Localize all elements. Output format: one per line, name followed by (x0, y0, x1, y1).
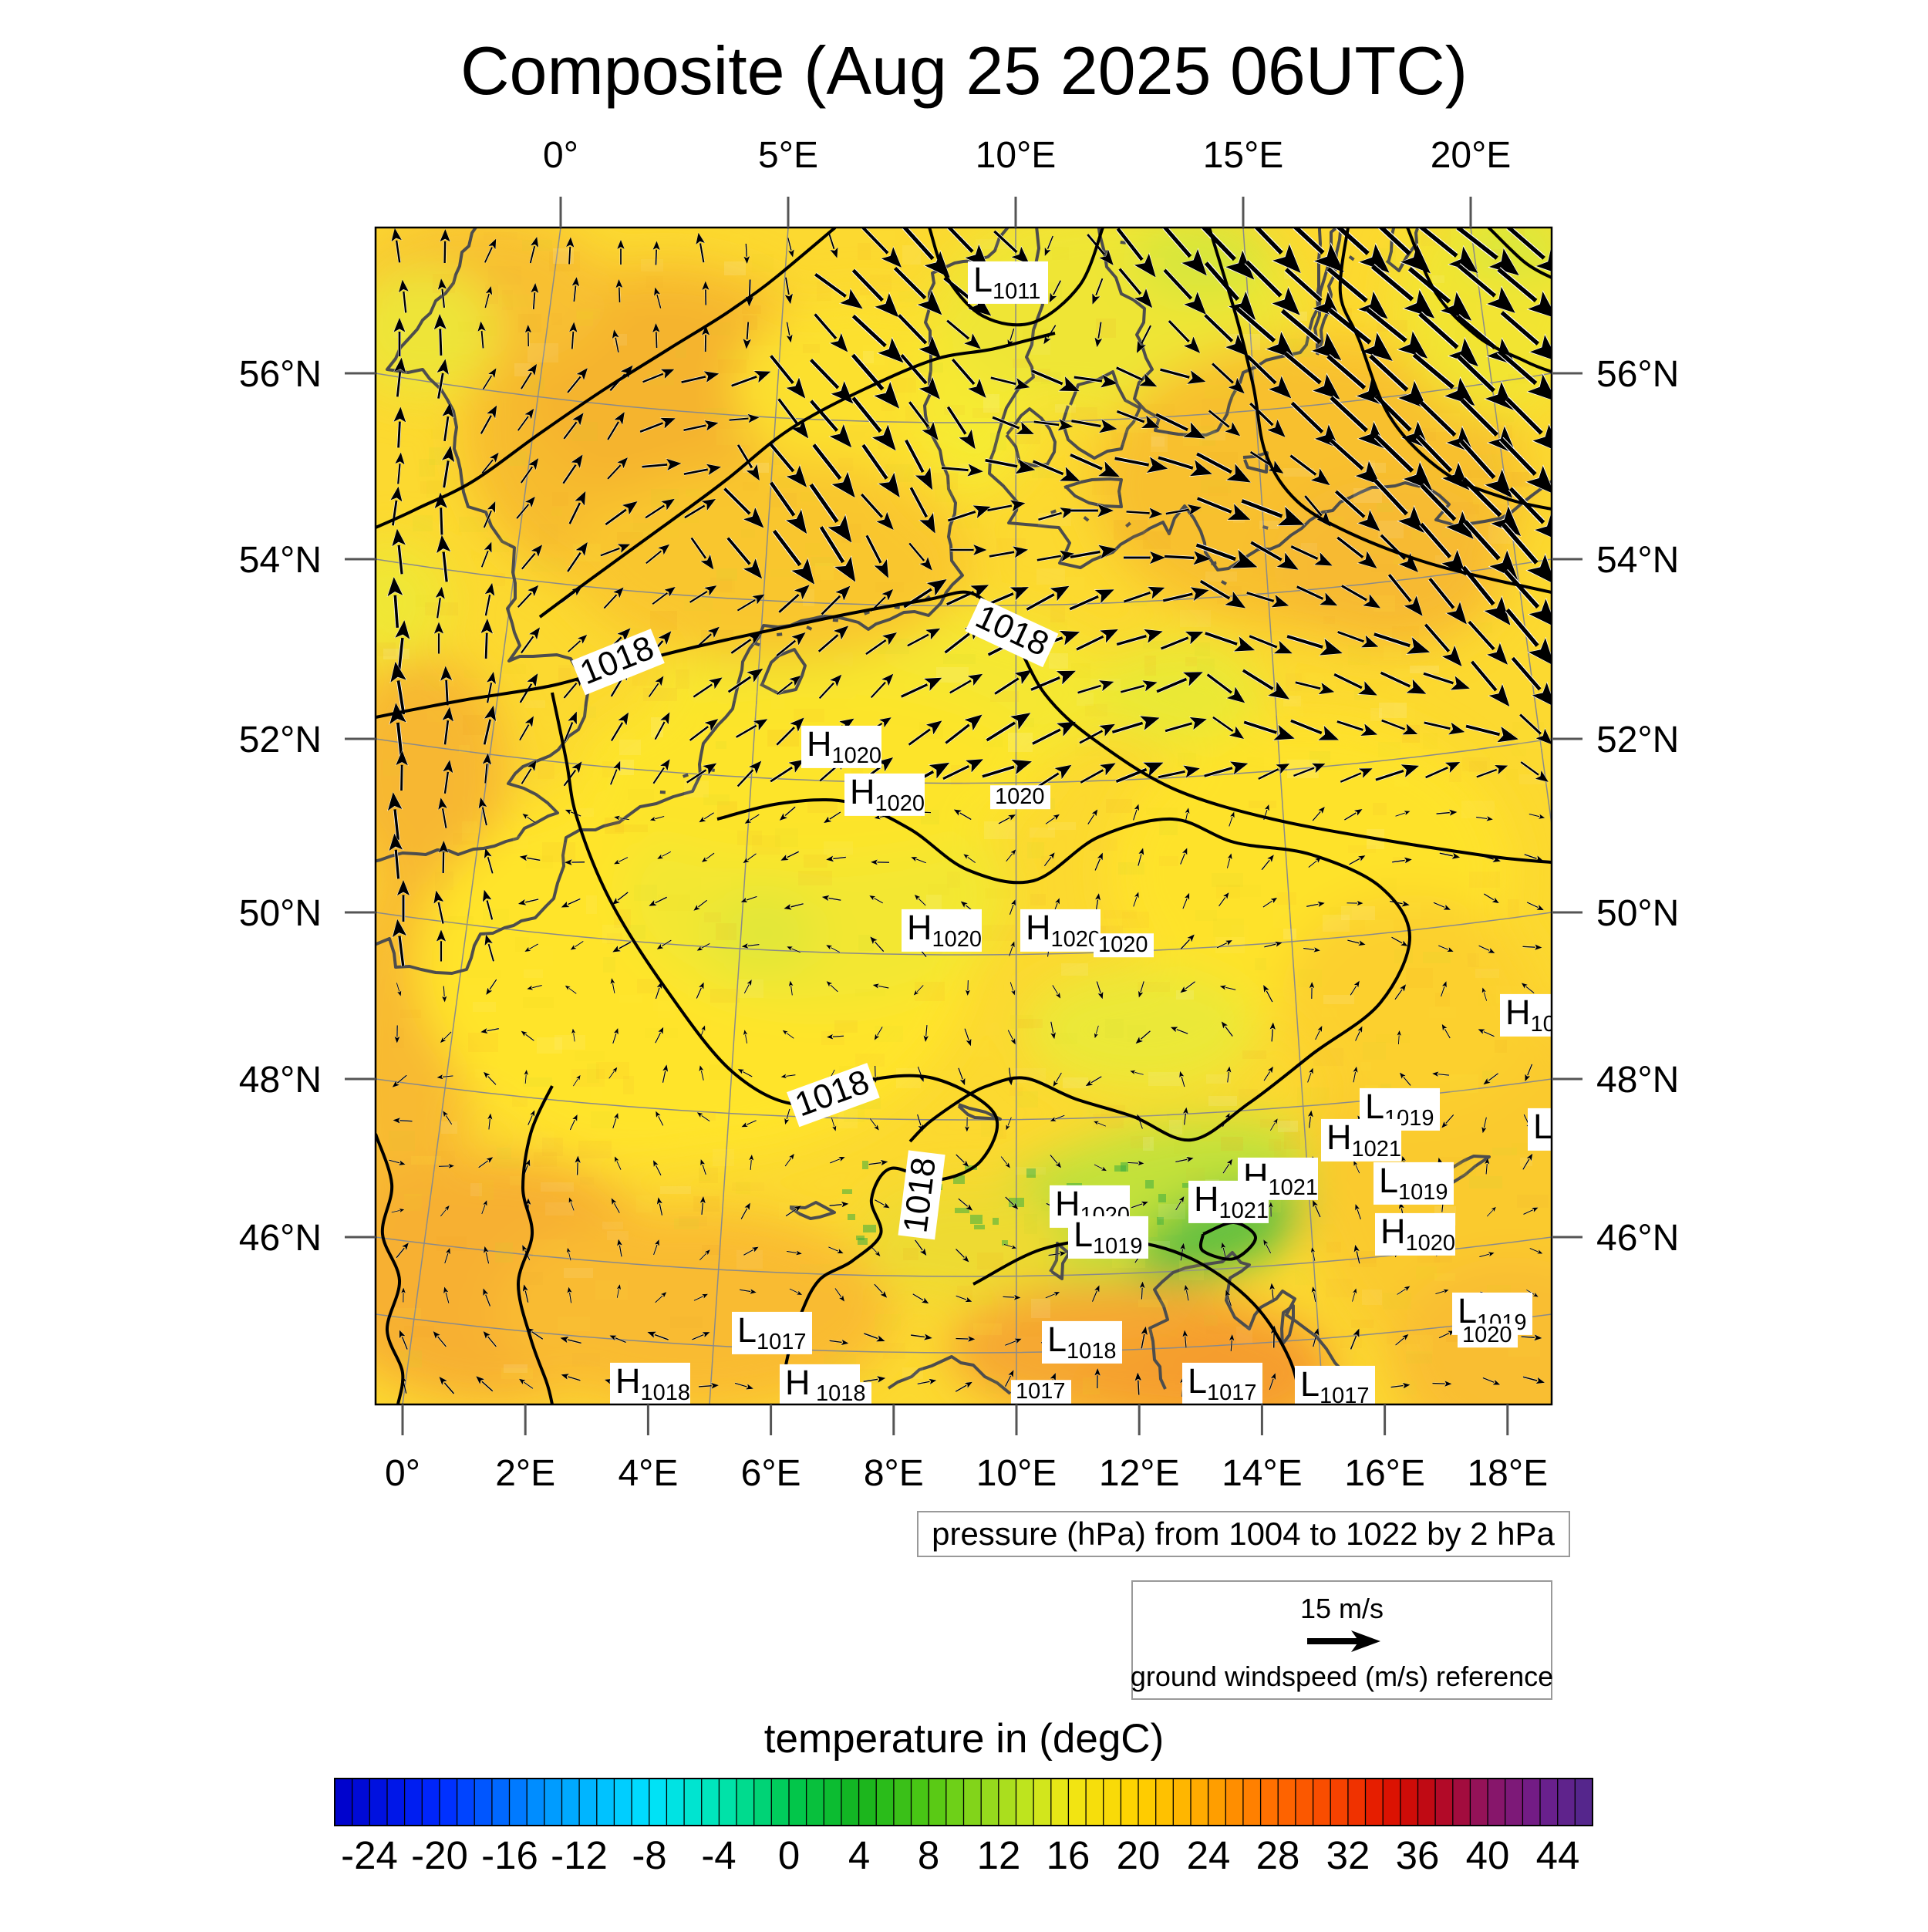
svg-text:-12: -12 (551, 1833, 608, 1877)
svg-text:56°N: 56°N (239, 354, 322, 395)
svg-text:20: 20 (1117, 1833, 1161, 1877)
svg-text:56°N: 56°N (1596, 354, 1679, 395)
svg-text:-16: -16 (481, 1833, 538, 1877)
svg-text:pressure (hPa) from 1004 to 10: pressure (hPa) from 1004 to 1022 by 2 hP… (932, 1516, 1555, 1552)
svg-text:50°N: 50°N (1596, 893, 1679, 934)
svg-text:L: L (1533, 1107, 1552, 1146)
svg-text:Composite (Aug 25 2025 06UTC): Composite (Aug 25 2025 06UTC) (460, 32, 1468, 109)
svg-text:-8: -8 (632, 1833, 666, 1877)
svg-text:16°E: 16°E (1344, 1453, 1425, 1494)
svg-text:46°N: 46°N (239, 1218, 322, 1259)
svg-text:15°E: 15°E (1203, 135, 1284, 176)
svg-text:14°E: 14°E (1222, 1453, 1303, 1494)
svg-text:6°E: 6°E (741, 1453, 801, 1494)
svg-text:0°: 0° (543, 135, 578, 176)
svg-text:48°N: 48°N (239, 1060, 322, 1101)
svg-text:12: 12 (977, 1833, 1021, 1877)
svg-text:10°E: 10°E (976, 135, 1057, 176)
svg-text:20°E: 20°E (1431, 135, 1512, 176)
svg-text:15 m/s: 15 m/s (1300, 1593, 1384, 1624)
svg-text:-4: -4 (701, 1833, 736, 1877)
svg-text:0°: 0° (385, 1453, 420, 1494)
svg-text:50°N: 50°N (239, 893, 322, 934)
svg-text:44: 44 (1536, 1833, 1580, 1877)
svg-text:5°E: 5°E (758, 135, 818, 176)
svg-text:46°N: 46°N (1596, 1218, 1679, 1259)
svg-text:1020: 1020 (1462, 1323, 1512, 1347)
svg-text:54°N: 54°N (1596, 540, 1679, 581)
svg-text:H1020: H1020 (807, 724, 881, 768)
svg-text:temperature in (degC): temperature in (degC) (764, 1716, 1164, 1762)
svg-text:1017: 1017 (1016, 1379, 1066, 1404)
svg-text:8: 8 (918, 1833, 939, 1877)
svg-text:40: 40 (1466, 1833, 1510, 1877)
svg-text:1020: 1020 (995, 784, 1045, 809)
svg-text:28: 28 (1256, 1833, 1300, 1877)
svg-text:54°N: 54°N (239, 540, 322, 581)
svg-text:8°E: 8°E (864, 1453, 924, 1494)
svg-text:1018: 1018 (816, 1381, 866, 1406)
svg-text:-20: -20 (411, 1833, 468, 1877)
svg-text:32: 32 (1326, 1833, 1370, 1877)
svg-text:10°E: 10°E (976, 1453, 1057, 1494)
svg-text:52°N: 52°N (239, 720, 322, 760)
svg-text:52°N: 52°N (1596, 720, 1679, 760)
svg-text:ground windspeed (m/s) referen: ground windspeed (m/s) reference (1131, 1661, 1553, 1692)
svg-text:4°E: 4°E (618, 1453, 678, 1494)
svg-text:18°E: 18°E (1467, 1453, 1548, 1494)
svg-text:0: 0 (778, 1833, 800, 1877)
svg-text:36: 36 (1396, 1833, 1440, 1877)
svg-text:24: 24 (1187, 1833, 1231, 1877)
svg-text:48°N: 48°N (1596, 1060, 1679, 1101)
svg-text:1020: 1020 (1098, 932, 1148, 957)
svg-text:-24: -24 (341, 1833, 398, 1877)
svg-text:2°E: 2°E (495, 1453, 555, 1494)
svg-text:1018: 1018 (896, 1155, 943, 1235)
svg-text:12°E: 12°E (1099, 1453, 1180, 1494)
svg-text:4: 4 (848, 1833, 870, 1877)
svg-text:16: 16 (1047, 1833, 1090, 1877)
